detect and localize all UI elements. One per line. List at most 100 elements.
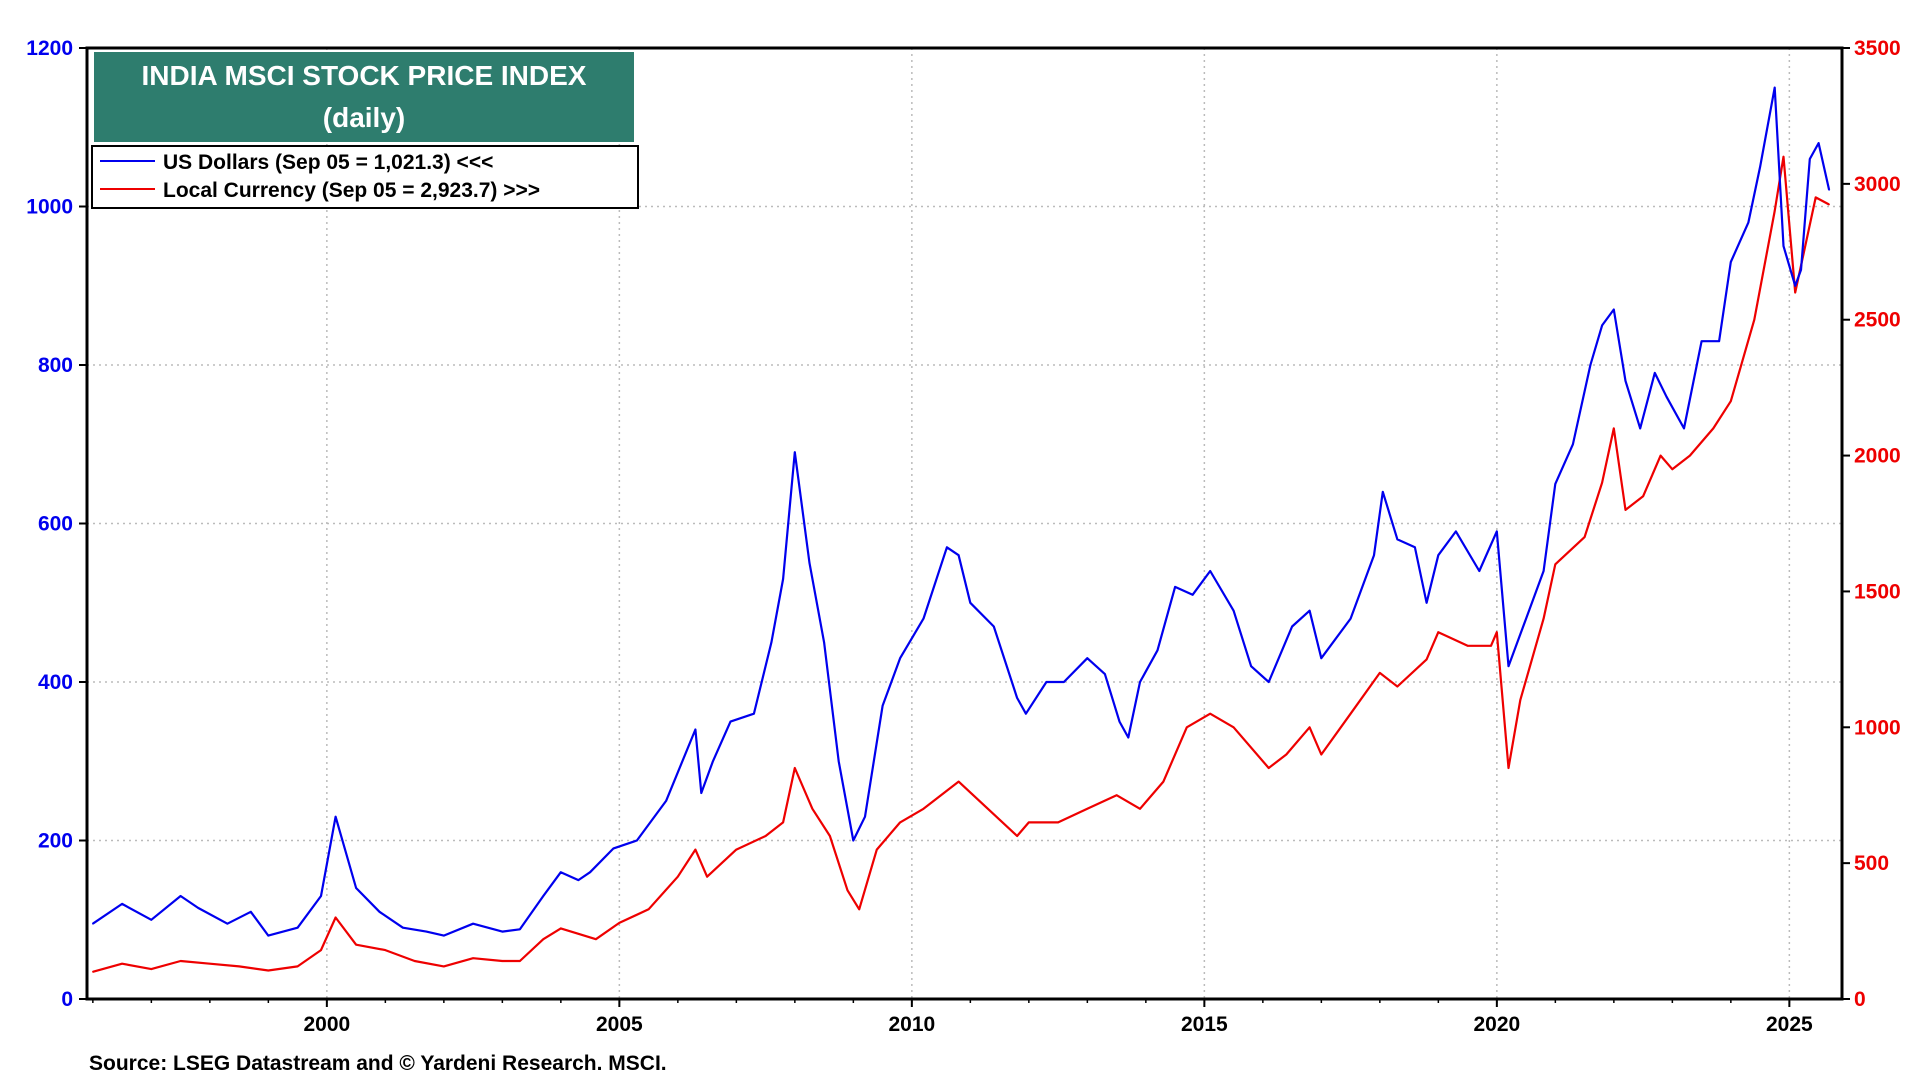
chart-subtitle: (daily) [323,102,405,133]
data-point-local-currency [1086,808,1089,810]
data-point-local-currency [1753,318,1756,321]
data-point-us-dollars [1601,324,1603,327]
tick-label-left: 0 [61,988,73,1011]
data-point-us-dollars [425,930,428,933]
tick-label-right: 3500 [1854,37,1901,60]
tick-label-left: 800 [38,354,73,377]
data-point-local-currency [876,848,878,851]
data-point-us-dollars [1654,372,1656,374]
data-point-local-currency [1659,454,1662,457]
tick-label-left: 1000 [26,196,73,219]
data-point-us-dollars [589,871,591,873]
data-point-local-currency [1285,753,1288,756]
data-point-local-currency [735,848,738,851]
data-point-us-dollars [1554,483,1557,485]
data-point-us-dollars [378,911,381,913]
data-point-local-currency [1379,672,1381,674]
data-point-local-currency [677,875,679,878]
data-point-local-currency [355,943,357,946]
data-point-us-dollars [808,562,811,564]
data-point-local-currency [1139,808,1141,810]
data-point-local-currency [443,965,445,968]
data-point-us-dollars [1063,681,1065,683]
data-point-us-dollars [946,546,948,549]
data-point-us-dollars [1809,158,1811,160]
data-point-us-dollars [665,800,667,802]
data-point-local-currency [1828,203,1830,206]
data-point-local-currency [267,969,270,972]
legend-box [91,145,639,209]
data-point-local-currency [1209,712,1211,715]
data-point-us-dollars [501,930,504,933]
data-point-local-currency [1162,780,1165,783]
data-point-us-dollars [729,720,732,723]
tick-label-left: 400 [38,671,73,694]
data-point-us-dollars [1747,221,1750,224]
data-point-local-currency [899,821,901,824]
data-point-us-dollars [794,451,796,454]
data-point-us-dollars [150,919,153,921]
tick-label-left: 600 [38,513,73,536]
data-point-local-currency [577,933,580,935]
tick-label-x: 2005 [596,1013,643,1036]
tick-label-right: 1500 [1854,580,1901,603]
data-point-us-dollars [881,705,884,707]
data-point-us-dollars [1118,720,1121,723]
series-line-us-dollars [92,86,1831,937]
data-point-local-currency [618,922,621,924]
data-point-local-currency [384,949,387,951]
data-point-us-dollars [1572,443,1574,446]
data-point-us-dollars [1828,189,1830,191]
data-point-local-currency [1320,753,1323,756]
data-point-us-dollars [1800,269,1802,271]
data-point-us-dollars [1291,625,1293,628]
data-point-us-dollars [969,602,972,604]
data-point-local-currency [1396,685,1399,688]
data-point-local-currency [1671,468,1674,471]
data-point-local-currency [1583,536,1586,538]
data-point-us-dollars [577,879,580,881]
data-point-us-dollars [1232,609,1235,612]
data-point-us-dollars [226,922,229,925]
data-point-local-currency [1794,291,1796,294]
data-point-local-currency [1437,631,1440,633]
data-point-us-dollars [922,617,925,620]
data-point-us-dollars [1665,395,1668,398]
data-point-local-currency [238,965,240,968]
tick-label-left: 200 [38,830,73,853]
data-point-us-dollars [612,847,615,850]
data-point-us-dollars [1174,586,1176,588]
data-point-local-currency [1613,427,1615,430]
data-point-us-dollars [1817,142,1820,144]
data-point-local-currency [1519,699,1522,701]
data-point-local-currency [1601,481,1603,484]
data-point-local-currency [1028,821,1030,824]
source-note: Source: LSEG Datastream and © Yardeni Re… [89,1052,667,1075]
data-point-us-dollars [1773,86,1776,89]
data-point-us-dollars [1139,681,1141,683]
data-point-local-currency [706,875,708,878]
data-point-local-currency [209,962,211,965]
data-point-us-dollars [852,839,855,842]
tick-label-x: 2020 [1473,1013,1520,1036]
data-point-us-dollars [92,922,94,925]
data-point-local-currency [858,908,860,911]
axis-ticks: 0 200 400 600 800 1000 1200 0 500 1000 1500 2000 250… [26,37,1900,1036]
data-point-local-currency [794,767,796,769]
series-line-local-currency [92,155,1830,973]
title-box [94,52,634,142]
data-point-local-currency [179,960,182,962]
data-point-local-currency [150,968,153,970]
data-point-local-currency [1267,767,1270,769]
data-point-local-currency [1773,210,1776,212]
data-point-us-dollars [1382,491,1384,493]
data-point-local-currency [1425,658,1428,661]
data-point-local-currency [811,808,814,810]
data-point-us-dollars [1025,712,1027,715]
data-point-us-dollars [296,926,299,929]
data-point-local-currency [1782,155,1785,158]
data-point-us-dollars [1373,554,1375,556]
data-point-local-currency [1466,645,1469,647]
data-point-us-dollars [1700,340,1703,343]
data-point-local-currency [1554,563,1557,566]
